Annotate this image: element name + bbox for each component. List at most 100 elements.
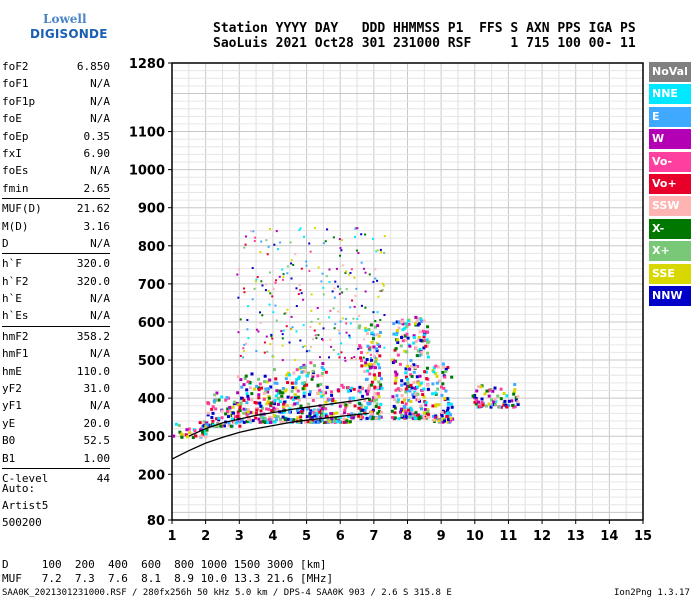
echo-point	[303, 383, 307, 387]
echo-point	[302, 298, 305, 301]
echo-point	[413, 416, 417, 420]
echo-point	[376, 249, 379, 252]
echo-point	[436, 387, 440, 391]
echo-point	[268, 415, 272, 419]
echo-point	[502, 403, 506, 407]
echo-point	[372, 354, 376, 358]
echo-point	[254, 411, 258, 415]
echo-point	[338, 415, 342, 419]
echo-point	[263, 341, 266, 344]
echo-point	[276, 415, 280, 419]
echo-point	[390, 416, 394, 420]
echo-point	[245, 413, 249, 417]
echo-point	[308, 349, 311, 352]
echo-point	[329, 338, 332, 341]
echo-point	[324, 400, 328, 404]
echo-point	[343, 356, 346, 359]
echo-point	[276, 402, 280, 406]
echo-point	[434, 364, 438, 368]
echo-point	[180, 432, 184, 436]
echo-point	[253, 387, 257, 391]
echo-point	[295, 408, 299, 412]
echo-point	[341, 291, 344, 294]
echo-point	[187, 427, 191, 431]
echo-point	[373, 325, 377, 329]
x-tick-label: 5	[302, 529, 311, 544]
echo-point	[280, 396, 284, 400]
echo-point	[328, 280, 331, 283]
echo-point	[313, 329, 316, 332]
echo-point	[219, 424, 223, 428]
y-tick-label: 1280	[129, 57, 165, 72]
echo-point	[332, 236, 335, 239]
echo-point	[449, 402, 453, 406]
echo-point	[291, 386, 295, 390]
software-version: Ion2Png 1.3.17	[614, 588, 690, 598]
echo-point	[333, 296, 336, 299]
echo-point	[344, 405, 348, 409]
echo-point	[227, 423, 231, 427]
param-value: 44	[96, 471, 110, 485]
echo-point	[333, 287, 336, 290]
echo-point	[244, 243, 247, 246]
echo-point	[335, 267, 338, 270]
echo-point	[244, 374, 248, 378]
x-tick-label: 1	[167, 529, 176, 544]
echo-point	[318, 410, 322, 414]
echo-point	[251, 419, 255, 423]
echo-point	[319, 382, 323, 386]
echo-point	[361, 416, 365, 420]
echo-point	[321, 339, 324, 342]
echo-point	[419, 318, 423, 322]
echo-point	[377, 395, 381, 399]
echo-point	[493, 397, 497, 401]
echo-point	[414, 366, 418, 370]
echo-point	[204, 424, 208, 428]
echo-point	[265, 380, 269, 384]
echo-point	[358, 402, 362, 406]
echo-point	[409, 383, 413, 387]
echo-point	[319, 390, 323, 394]
echo-point	[211, 419, 215, 423]
echo-point	[479, 385, 483, 389]
echo-point	[381, 289, 384, 292]
echo-point	[422, 414, 426, 418]
echo-point	[444, 367, 448, 371]
echo-point	[480, 397, 484, 401]
x-tick-label: 3	[235, 529, 244, 544]
echo-point	[505, 405, 509, 409]
echo-point	[305, 264, 308, 267]
param-value: 52.5	[83, 434, 111, 448]
echo-point	[220, 409, 224, 413]
param-row: yF2 31.0	[2, 380, 110, 397]
echo-point	[445, 414, 449, 418]
echo-point	[420, 350, 424, 354]
param-value: 6.90	[83, 146, 111, 160]
echo-point	[329, 309, 332, 312]
echo-point	[251, 267, 254, 270]
echo-point	[245, 419, 249, 423]
echo-point	[272, 414, 276, 418]
param-row: M(D) 3.16	[2, 218, 110, 235]
echo-point	[372, 399, 376, 403]
echo-point	[426, 412, 430, 416]
echo-point	[245, 401, 249, 405]
echo-point	[367, 397, 371, 401]
echo-point	[319, 415, 323, 419]
echo-point	[415, 385, 419, 389]
echo-point	[185, 428, 189, 432]
echo-point	[229, 424, 233, 428]
echo-point	[285, 404, 289, 408]
x-tick-label: 2	[201, 529, 210, 544]
echo-point	[328, 316, 331, 319]
echo-point	[357, 406, 361, 410]
echo-point	[404, 371, 408, 375]
echo-point	[378, 330, 382, 334]
echo-point	[361, 394, 365, 398]
echo-point	[272, 368, 276, 372]
lowell-digisonde-logo: Lowell DIGISONDE	[3, 8, 107, 44]
echo-point	[334, 280, 337, 283]
echo-point	[236, 391, 240, 395]
echo-point	[263, 420, 267, 424]
echo-point	[255, 328, 258, 331]
